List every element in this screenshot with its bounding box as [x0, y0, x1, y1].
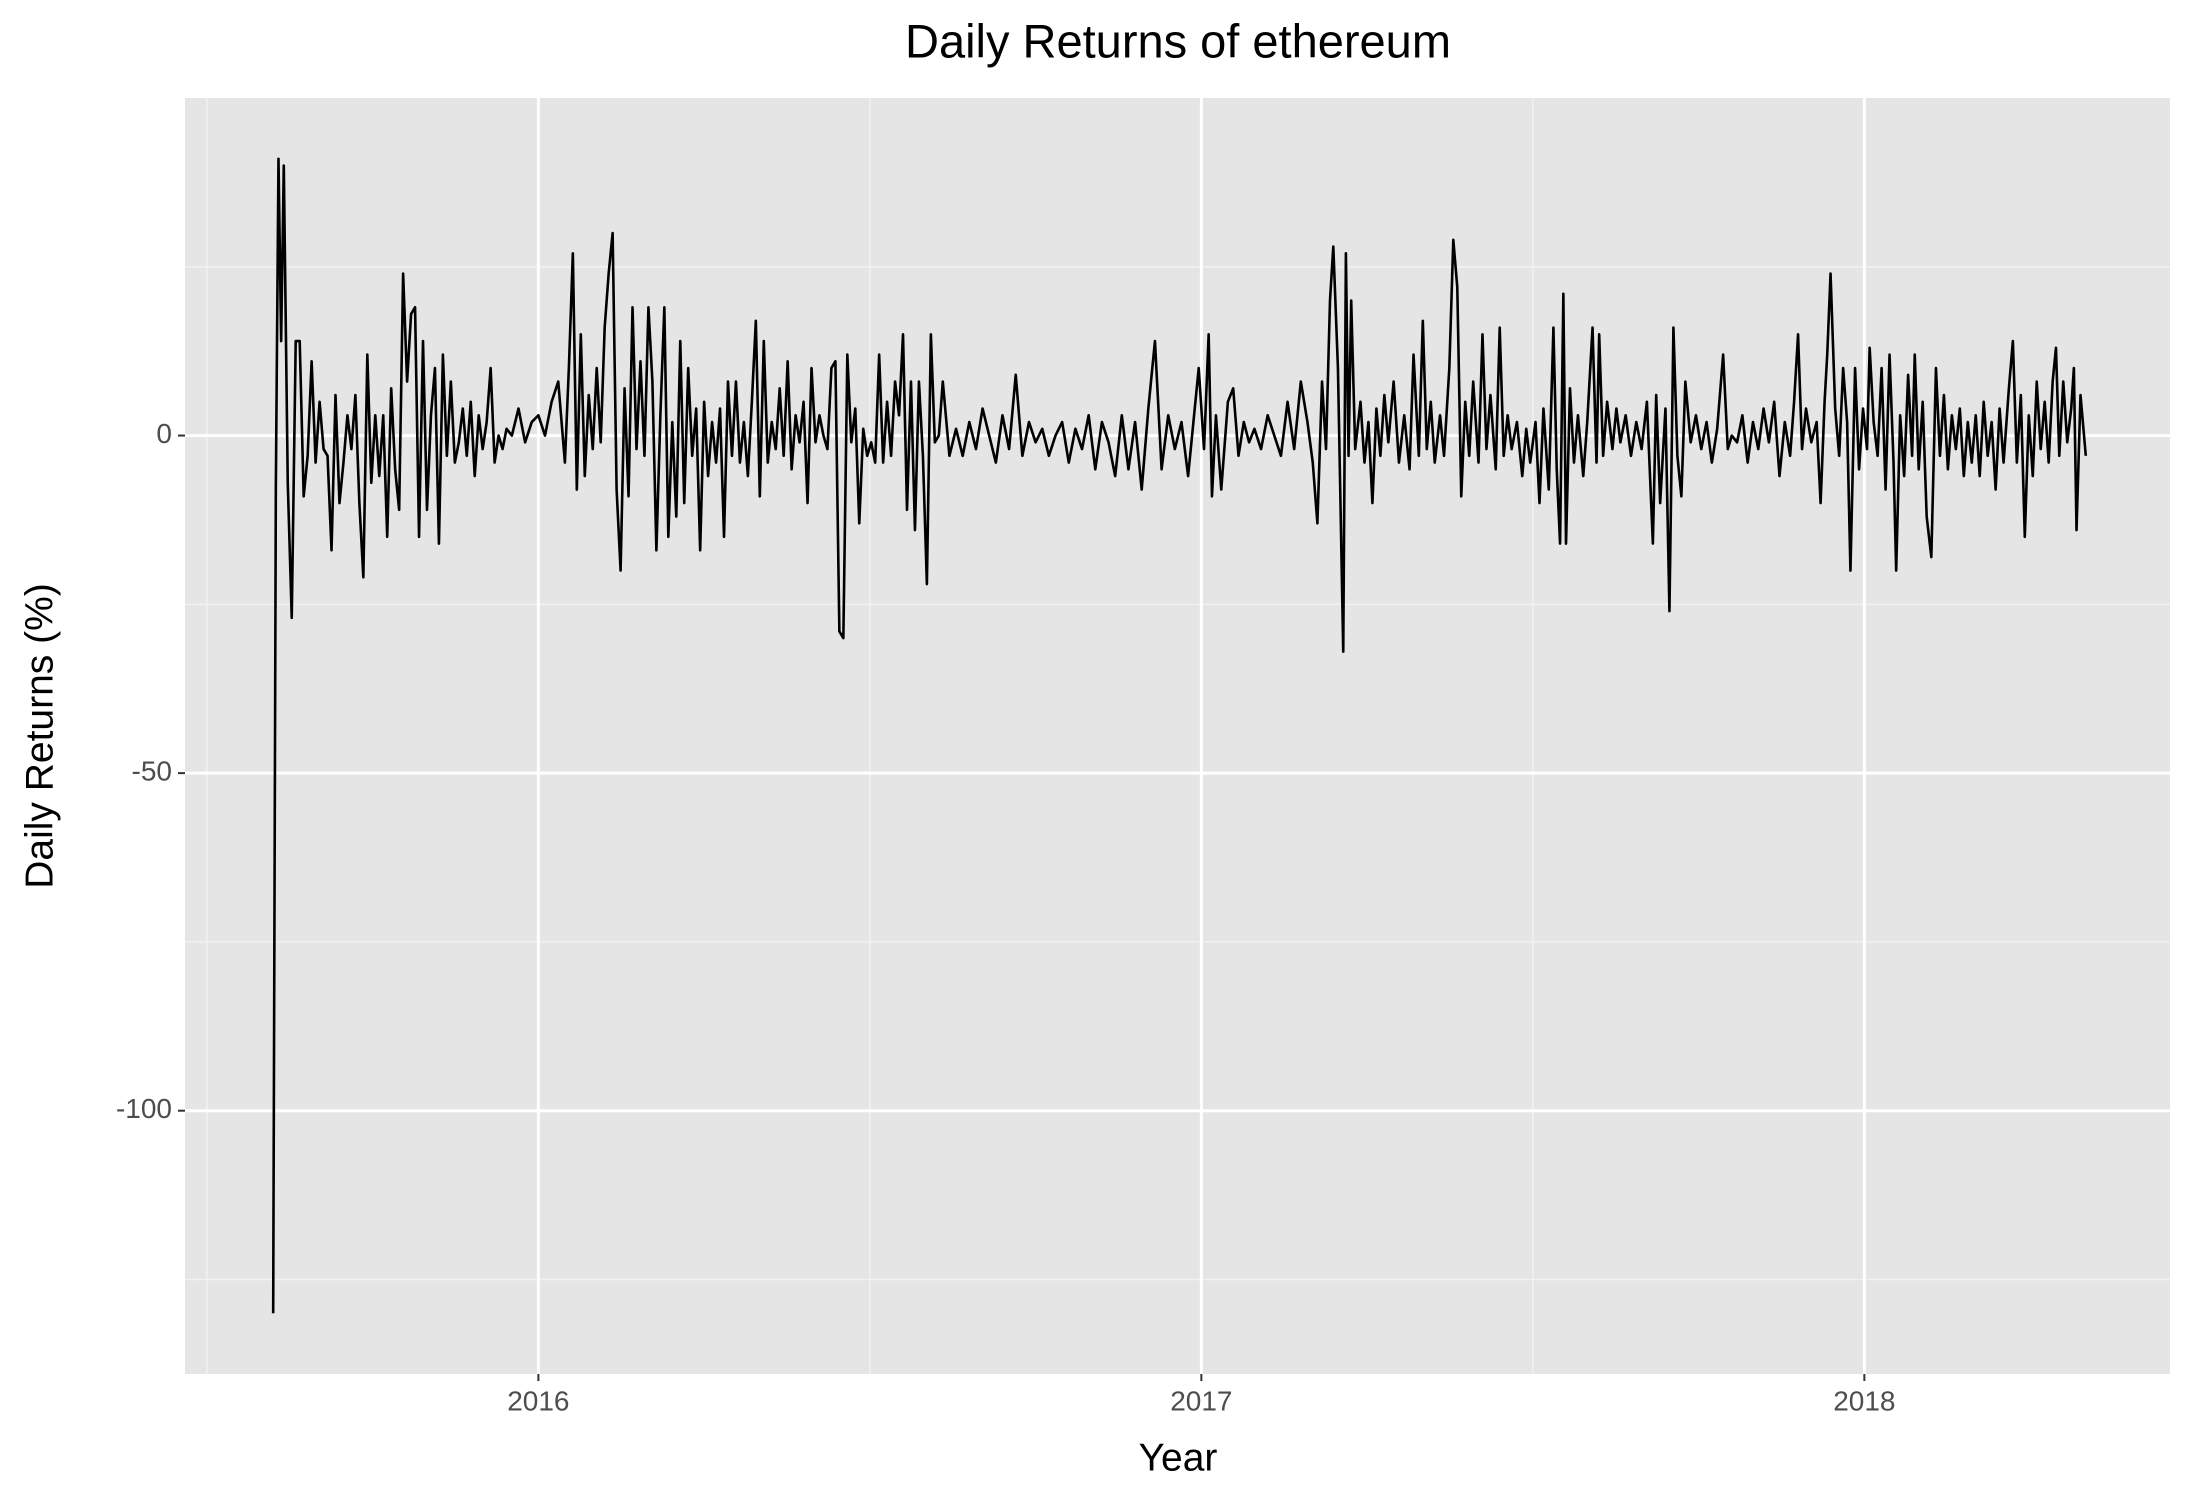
- chart-title: Daily Returns of ethereum: [905, 14, 1451, 67]
- data-line: [271, 157, 2088, 1314]
- y-tick-label: -100: [116, 1093, 172, 1124]
- marks: [271, 157, 2088, 1314]
- x-tick-label: 2018: [1833, 1385, 1895, 1416]
- x-tick-label: 2017: [1170, 1385, 1232, 1416]
- y-tick-label: 0: [156, 418, 172, 449]
- y-axis-title: Daily Returns (%): [18, 583, 61, 889]
- plot-panel: [185, 98, 2170, 1374]
- axes: -100 -50 0 2016 2017 2018: [116, 418, 1896, 1416]
- y-tick-label: -50: [132, 756, 172, 787]
- x-tick-label: 2016: [507, 1385, 569, 1416]
- x-axis-title: Year: [1139, 1436, 1218, 1479]
